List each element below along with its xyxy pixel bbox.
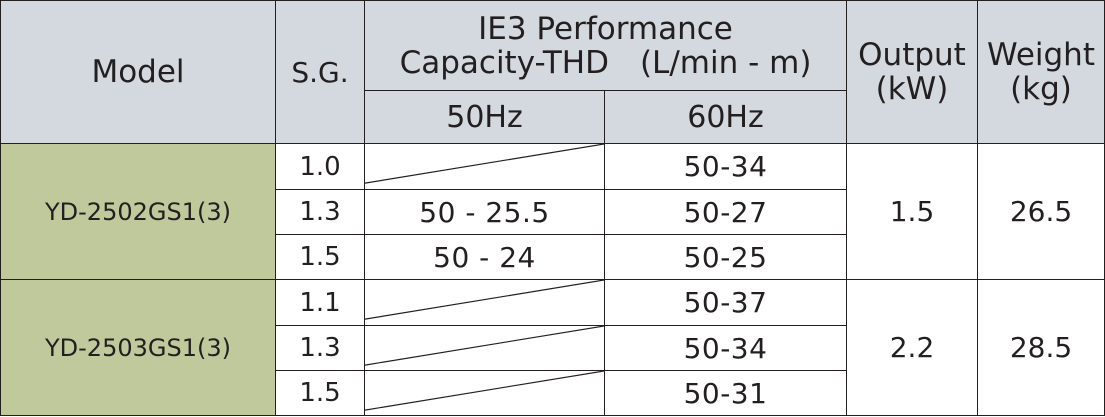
hz60-cell: 50-25 [604, 234, 847, 280]
diagonal-slash [365, 371, 604, 411]
diagonal-slash [365, 326, 604, 366]
hz50-empty-cell [364, 325, 605, 371]
table-row: 1.3 50-34 [1, 325, 1105, 371]
hz60-cell: 50-31 [604, 370, 847, 416]
hz60-cell: 50-34 [604, 325, 847, 371]
weight-cell: 26.5 [977, 143, 1105, 280]
sg-cell: 1.5 [275, 234, 365, 280]
hz60-cell: 50-27 [604, 189, 847, 235]
weight-header: Weight (kg) [977, 0, 1105, 144]
sg-cell: 1.3 [275, 325, 365, 371]
model-header: Model [0, 0, 276, 144]
output-header: Output (kW) [846, 0, 978, 144]
model-cell: YD-2502GS1(3) [0, 143, 276, 280]
hz60-cell: 50-37 [604, 279, 847, 326]
hz50-cell: 50 - 25.5 [364, 189, 605, 235]
hz60-header: 60Hz [604, 90, 847, 144]
weight-title: Weight [986, 37, 1095, 73]
output-cell: 2.2 [846, 279, 978, 416]
table-row: YD-2503GS1(3) 1.1 50-37 2.2 28.5 [0, 279, 1105, 416]
table-row: 1.5 50-31 [1, 370, 1105, 416]
sg-cell: 1.5 [275, 370, 365, 416]
output-title: Output [858, 37, 966, 73]
sg-cell: 1.3 [275, 189, 365, 235]
output-unit: (kW) [875, 71, 949, 107]
header-row-1: Model S.G. IE3 Performance Capacity-THD … [0, 0, 1105, 144]
sg-cell: 1.1 [275, 279, 365, 326]
output-cell: 1.5 [846, 143, 978, 280]
hz50-empty-cell [364, 370, 605, 416]
sg-cell: 1.0 [275, 143, 365, 190]
diagonal-slash [365, 144, 604, 184]
table-row: YD-2502GS1(3) 1.0 50-34 1.5 26.5 [0, 143, 1105, 280]
table-row: 1.5 50 - 24 50-25 [1, 234, 1105, 280]
weight-cell: 28.5 [977, 279, 1105, 416]
hz50-cell: 50 - 24 [364, 234, 605, 280]
hz60-cell: 50-34 [604, 143, 847, 190]
performance-unit: Capacity-THD (L/min - m) [399, 44, 812, 81]
hz50-empty-cell [364, 279, 605, 326]
diagonal-slash [365, 280, 604, 320]
performance-header: IE3 Performance Capacity-THD (L/min - m) [364, 0, 847, 91]
weight-unit: (kg) [1010, 71, 1072, 107]
header-row-2: 50Hz 60Hz [1, 90, 1105, 144]
hz50-header: 50Hz [364, 90, 605, 144]
sg-header: S.G. [275, 0, 365, 144]
performance-title: IE3 Performance [478, 10, 733, 47]
hz50-empty-cell [364, 143, 605, 190]
model-cell: YD-2503GS1(3) [0, 279, 276, 416]
